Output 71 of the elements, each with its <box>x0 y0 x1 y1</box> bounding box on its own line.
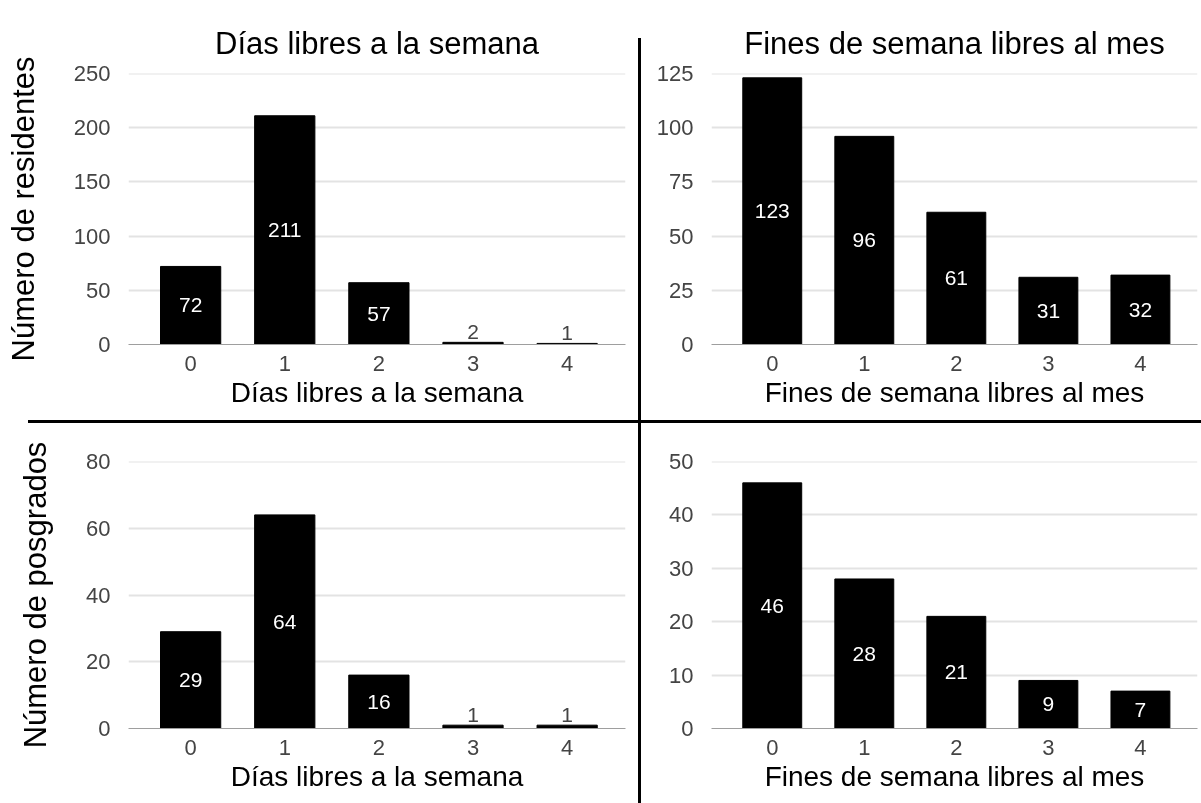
x-axis-title: Fines de semana libres al mes <box>764 376 1145 408</box>
x-tick-label: 1 <box>278 734 291 760</box>
data-label: 211 <box>268 218 302 242</box>
data-label: 7 <box>1134 697 1147 721</box>
y-tick-label: 10 <box>669 662 694 688</box>
x-tick-label: 3 <box>466 734 480 760</box>
chart-title: Fines de semana libres al mes <box>744 25 1165 61</box>
x-tick-label: 1 <box>858 350 871 376</box>
y-axis-title: Número de residentes <box>5 56 41 362</box>
y-tick-label: 75 <box>669 169 694 195</box>
y-tick-label: 150 <box>73 169 111 195</box>
y-tick-label: 200 <box>73 115 111 141</box>
x-tick-label: 2 <box>372 350 386 376</box>
data-label: 9 <box>1042 692 1055 716</box>
data-label: 72 <box>178 293 203 317</box>
data-label: 16 <box>367 689 391 713</box>
y-tick-label: 60 <box>86 515 111 541</box>
y-tick-label: 30 <box>669 555 694 581</box>
y-tick-label: 100 <box>656 115 694 141</box>
y-tick-label: 0 <box>98 332 111 357</box>
data-label: 64 <box>273 609 297 633</box>
x-axis-title: Fines de semana libres al mes <box>764 760 1145 792</box>
x-tick-label: 1 <box>858 734 871 760</box>
data-label: 1 <box>467 703 479 727</box>
data-label: 123 <box>754 199 790 223</box>
y-tick-label: 40 <box>86 582 111 608</box>
y-tick-label: 50 <box>669 449 694 474</box>
data-label: 2 <box>467 320 479 344</box>
y-tick-label: 0 <box>681 716 694 741</box>
y-tick-label: 100 <box>73 223 111 249</box>
y-tick-label: 25 <box>669 277 694 303</box>
data-label: 96 <box>852 228 876 252</box>
x-tick-label: 3 <box>466 350 480 376</box>
x-tick-label: 4 <box>561 734 574 760</box>
data-label: 28 <box>852 641 876 665</box>
x-tick-label: 2 <box>372 734 386 760</box>
x-tick-label: 4 <box>1134 734 1147 760</box>
data-label: 31 <box>1036 298 1061 322</box>
data-label: 21 <box>944 660 969 684</box>
data-label: 61 <box>944 266 969 290</box>
x-tick-label: 0 <box>184 350 197 376</box>
x-tick-label: 0 <box>766 734 779 760</box>
y-tick-label: 0 <box>681 332 694 357</box>
y-tick-label: 20 <box>86 649 111 675</box>
x-tick-label: 2 <box>950 350 963 376</box>
y-tick-label: 0 <box>98 716 111 741</box>
chart-title: Días libres a la semana <box>215 25 540 61</box>
x-tick-label: 0 <box>184 734 197 760</box>
x-axis-title: Días libres a la semana <box>230 376 524 408</box>
x-tick-label: 0 <box>766 350 779 376</box>
y-tick-label: 250 <box>73 61 111 86</box>
y-tick-label: 20 <box>669 609 694 635</box>
x-tick-label: 3 <box>1042 734 1055 760</box>
data-label: 57 <box>367 301 391 325</box>
x-tick-label: 2 <box>950 734 963 760</box>
y-axis-title: Número de posgrados <box>18 441 54 749</box>
x-tick-label: 3 <box>1042 350 1055 376</box>
y-tick-label: 80 <box>86 449 111 474</box>
x-tick-label: 4 <box>1134 350 1147 376</box>
data-label: 29 <box>178 668 203 692</box>
data-label: 46 <box>760 593 784 617</box>
data-label: 1 <box>561 703 573 727</box>
x-axis-title: Días libres a la semana <box>230 760 524 792</box>
x-tick-label: 1 <box>278 350 291 376</box>
y-tick-label: 40 <box>669 502 694 528</box>
y-tick-label: 50 <box>669 223 694 249</box>
data-label: 32 <box>1128 297 1153 321</box>
data-label: 1 <box>561 321 573 345</box>
x-tick-label: 4 <box>561 350 574 376</box>
y-tick-label: 125 <box>656 61 694 86</box>
y-tick-label: 50 <box>86 277 111 303</box>
